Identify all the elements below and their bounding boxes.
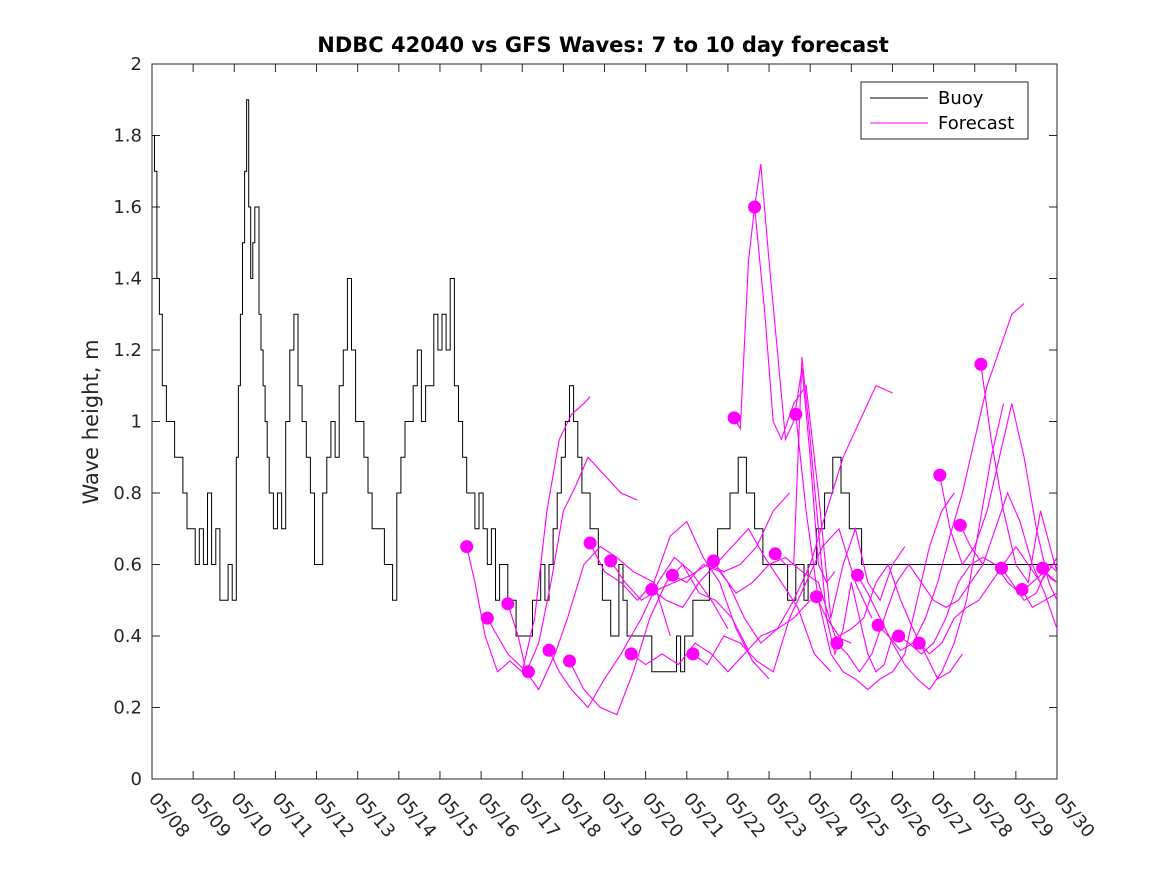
- forecast-start-point: [953, 518, 967, 532]
- forecast-start-point: [809, 590, 823, 604]
- legend: Buoy Forecast: [860, 81, 1029, 140]
- forecast-series-line-16: [795, 414, 955, 691]
- forecast-start-point: [707, 554, 720, 568]
- forecast-series-line-10: [672, 556, 852, 644]
- forecast-start-point: [686, 647, 700, 661]
- forecast-series-line-6: [589, 520, 770, 680]
- x-tick-label: 05/16: [473, 789, 522, 842]
- forecast-series-line-23: [939, 403, 1058, 601]
- x-tick-label: 05/22: [720, 789, 769, 842]
- forecast-start-point: [871, 618, 885, 632]
- x-tick-label: 05/28: [967, 789, 1016, 842]
- forecast-start-point: [480, 611, 494, 625]
- forecast-start-point: [933, 468, 947, 482]
- forecast-series-line-15: [774, 357, 894, 673]
- forecast-series-line-12: [713, 384, 893, 644]
- forecast-start-point: [583, 536, 597, 550]
- forecast-start-point: [563, 654, 576, 668]
- y-tick-label: 2: [131, 54, 142, 75]
- y-tick-label: 1.2: [113, 340, 142, 361]
- x-tick-label: 05/26: [885, 789, 934, 842]
- forecast-series-line-1: [466, 396, 591, 673]
- x-tick-label: 05/09: [185, 789, 234, 842]
- x-tick-label: 05/10: [226, 789, 275, 842]
- forecast-series-line-7: [610, 492, 791, 602]
- forecast-series-line-14: [754, 206, 906, 619]
- x-tick-label: 05/30: [1049, 789, 1098, 842]
- forecast-start-point: [995, 561, 1008, 575]
- y-tick-label: 1: [131, 412, 142, 433]
- forecast-series-line-11: [692, 527, 873, 673]
- x-tick-label: 05/23: [761, 789, 810, 842]
- y-tick-label: 0.6: [113, 555, 142, 576]
- forecast-series-line-5: [569, 563, 749, 716]
- forecast-series-line-2: [486, 456, 638, 673]
- forecast-start-point: [501, 597, 515, 611]
- forecast-start-point: [789, 407, 803, 421]
- plot-area: 00.20.40.60.811.21.41.61.8205/0805/0905/…: [113, 54, 1098, 842]
- forecast-start-point: [521, 665, 535, 679]
- forecast-start-point: [892, 629, 906, 643]
- forecast-start-point: [542, 643, 556, 657]
- x-tick-label: 05/14: [391, 789, 440, 842]
- forecast-start-point: [604, 554, 618, 568]
- forecast-series-line-19: [857, 403, 1005, 691]
- x-tick-label: 05/18: [556, 789, 605, 842]
- legend-box: [860, 81, 1029, 140]
- forecast-series-line-13: [733, 164, 836, 584]
- forecast-start-point: [851, 568, 864, 582]
- x-tick-label: 05/25: [843, 789, 892, 842]
- forecast-start-point: [645, 583, 659, 596]
- forecast-series-line-25: [980, 364, 1058, 584]
- forecast-start-point: [912, 636, 926, 650]
- x-tick-label: 05/11: [268, 789, 317, 842]
- forecast-series-line-17: [815, 563, 963, 680]
- y-tick-label: 1.8: [113, 126, 142, 147]
- legend-buoy-label: Buoy: [938, 88, 984, 109]
- forecast-series-line-26: [1001, 563, 1058, 602]
- forecast-series-line-9: [651, 527, 832, 673]
- forecast-start-point: [1015, 583, 1029, 596]
- forecast-start-point: [974, 357, 988, 371]
- y-tick-label: 0: [131, 769, 142, 790]
- x-tick-label: 05/24: [802, 789, 851, 842]
- forecast-start-point: [665, 568, 679, 582]
- y-tick-label: 0.4: [113, 626, 142, 647]
- x-tick-label: 05/19: [597, 789, 646, 842]
- forecast-series-line-18: [836, 563, 984, 673]
- y-tick-label: 0.2: [113, 698, 142, 719]
- y-tick-label: 1.4: [113, 269, 142, 290]
- x-tick-label: 05/08: [144, 789, 193, 842]
- forecast-series-line-21: [898, 556, 1058, 655]
- x-tick-label: 05/29: [1008, 789, 1057, 842]
- forecast-series-line-8: [630, 599, 811, 673]
- forecast-start-point: [830, 636, 844, 650]
- buoy-series-line: [152, 99, 1057, 673]
- legend-forecast-label: Forecast: [938, 113, 1014, 134]
- forecast-series-line-3: [507, 545, 671, 691]
- x-tick-label: 05/13: [350, 789, 399, 842]
- x-tick-label: 05/17: [514, 789, 563, 842]
- forecast-start-point: [1036, 561, 1050, 575]
- forecast-start-point: [460, 540, 474, 554]
- forecast-series-line-4: [548, 556, 729, 709]
- forecast-series-line-20: [877, 303, 1025, 652]
- forecast-start-point: [748, 200, 762, 214]
- forecast-start-point: [624, 647, 638, 661]
- x-tick-label: 05/15: [432, 789, 481, 842]
- x-tick-label: 05/12: [309, 789, 358, 842]
- x-tick-label: 05/21: [679, 789, 728, 842]
- forecast-series-line-27: [1021, 589, 1058, 609]
- forecast-start-point: [727, 411, 741, 425]
- x-tick-label: 05/20: [638, 789, 687, 842]
- y-axis-label: Wave height, m: [79, 339, 103, 504]
- forecast-start-point: [768, 547, 782, 561]
- y-tick-label: 0.8: [113, 483, 142, 504]
- y-tick-label: 1.6: [113, 197, 142, 218]
- chart-title: NDBC 42040 vs GFS Waves: 7 to 10 day for…: [317, 33, 888, 57]
- x-tick-label: 05/27: [926, 789, 975, 842]
